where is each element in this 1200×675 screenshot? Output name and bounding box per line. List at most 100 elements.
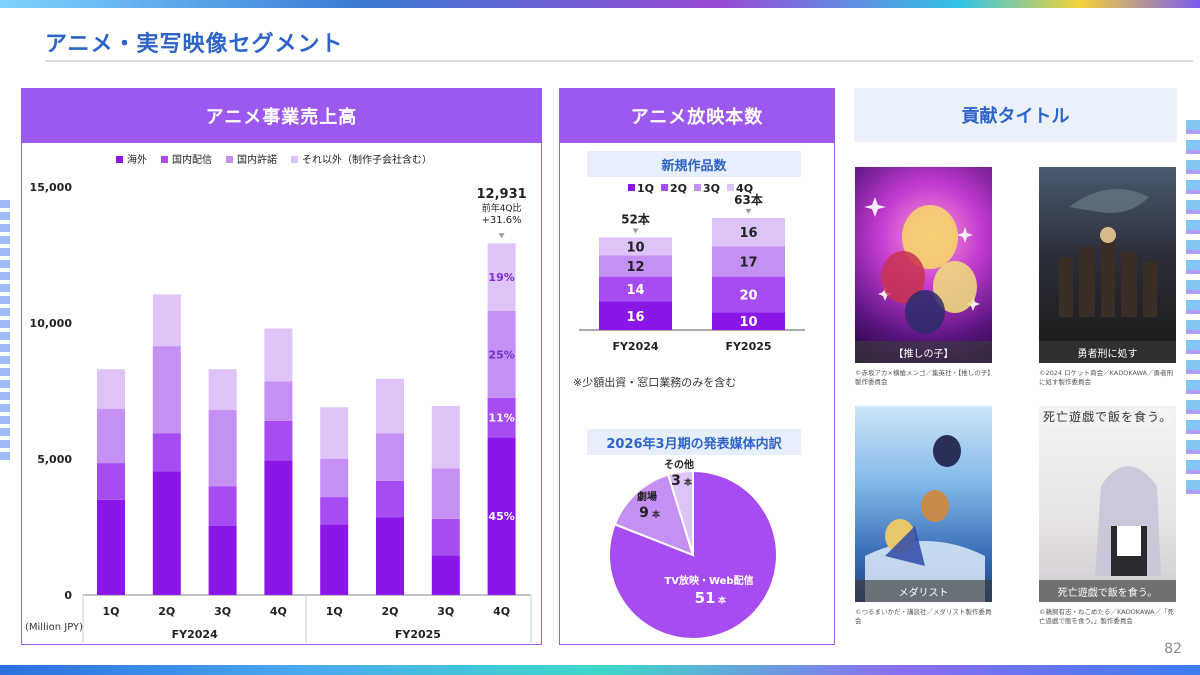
bar-value-label: 12 <box>626 260 644 275</box>
bar-segment <box>376 480 404 518</box>
bar-segment <box>712 312 785 330</box>
pie-slice-value: 3 <box>671 473 681 489</box>
total-arrow <box>632 228 639 234</box>
right-decor <box>1186 120 1200 500</box>
y-unit-label: (Million JPY) <box>25 622 83 633</box>
y-tick-label: 0 <box>64 589 72 602</box>
total-label: 52本 <box>621 211 650 226</box>
annotation-arrow <box>498 233 505 239</box>
bar-segment <box>376 433 404 481</box>
sales-panel-title: アニメ事業売上高 <box>22 89 541 143</box>
page-number: 82 <box>1164 641 1182 657</box>
legend-swatch <box>226 156 233 163</box>
bar-value-label: 16 <box>739 226 757 241</box>
page-title: アニメ・実写映像セグメント <box>45 32 344 57</box>
x-tick-label: 3Q <box>437 605 454 618</box>
bar-segment <box>152 346 181 434</box>
pie-slice <box>608 469 778 640</box>
credit-oshi: ©赤坂アカ×横槍メンゴ／集英社・【推しの子】製作委員会 <box>855 369 991 386</box>
bar-segment <box>97 499 125 595</box>
sales-chart: 海外 国内配信 国内許諾 それ以外（制作子会社含む） 15,000 10,000 5,000… <box>25 153 532 642</box>
legend-label: 国内許諾 <box>237 153 277 166</box>
bar-segment <box>487 397 516 438</box>
legend-label: それ以外（制作子会社含む） <box>302 153 432 166</box>
new-works-chart: 1Q 2Q 3Q 4Q 16 14 12 10 52本 FY2024 10 20 17 16 63本 FY20… <box>579 182 805 353</box>
y-tick-label: 10,000 <box>30 317 73 330</box>
poster-yusha-art <box>1059 189 1157 317</box>
legend-swatch <box>661 184 669 191</box>
bar-value-label: 20 <box>739 288 757 303</box>
bar-segment <box>431 555 460 595</box>
share-label: 45% <box>488 510 514 523</box>
bar-segment <box>376 517 404 595</box>
bar-value-label: 10 <box>739 315 757 330</box>
top-decor-strip <box>0 0 1200 8</box>
bar-segment <box>599 237 672 256</box>
legend-label: 4Q <box>736 182 753 195</box>
x-tick-label: FY2025 <box>725 340 771 353</box>
x-tick-label: 1Q <box>326 605 343 618</box>
bar-segment <box>208 369 237 411</box>
pie-slice-unit: 本 <box>717 595 726 605</box>
bar-segment <box>208 486 237 526</box>
legend-swatch <box>694 184 702 191</box>
bar-segment <box>264 381 293 421</box>
poster-caption-yusha: 勇者刑に処す <box>1039 341 1176 363</box>
bar-segment <box>264 328 293 382</box>
legend-swatch <box>727 184 735 191</box>
poster-caption-oshi: 【推しの子】 <box>855 341 992 363</box>
bar-segment <box>712 246 785 277</box>
credit-yusha: ©2024 ロケット商会／KADOKAWA／勇者刑に処す製作委員会 <box>1039 369 1174 386</box>
bar-segment <box>599 301 672 330</box>
bar-segment <box>152 471 181 595</box>
x-tick-label: 2Q <box>158 605 175 618</box>
x-tick-label: 2Q <box>381 605 398 618</box>
x-tick-label: 1Q <box>102 605 119 618</box>
left-decor <box>0 200 10 460</box>
count-panel-title: アニメ放映本数 <box>560 89 834 143</box>
pie-slice-label: 劇場 <box>637 490 657 503</box>
legend-label: 海外 <box>127 153 147 166</box>
bar-value-label: 17 <box>739 255 757 270</box>
bar-segment <box>320 497 349 525</box>
share-label: 25% <box>488 348 514 361</box>
legend-swatch <box>628 184 635 191</box>
poster-caption-shibou: 死亡遊戯で飯を食う。 <box>1039 580 1176 602</box>
share-label: 19% <box>488 271 514 284</box>
bar-segment <box>320 524 349 595</box>
bar-segment <box>431 468 460 519</box>
bar-segment <box>152 294 181 347</box>
bar-segment <box>487 310 516 398</box>
bar-segment <box>97 369 125 409</box>
poster-shibou-yuugi: 死亡遊戯で飯を食う。 死亡遊戯で飯を食う。 <box>1039 406 1176 602</box>
poster-oshi-art <box>864 197 980 334</box>
bar-segment <box>97 408 125 464</box>
x-tick-label: 4Q <box>493 605 510 618</box>
x-tick-label: 4Q <box>270 605 287 618</box>
bar-segment <box>599 276 672 302</box>
poster-caption-medalist: メダリスト <box>855 580 992 602</box>
pie-slice-value: 51 <box>695 589 716 607</box>
bar-segment <box>376 378 404 434</box>
credit-medalist: ©つるまいかだ・講談社／メダリスト製作委員会 <box>855 608 992 625</box>
pie-slice-label: TV放映・Web配信 <box>664 574 753 587</box>
credit-shibou: ©鵜飼有志・ねこめたる／KADOKAWA／「死亡遊戯で飯を食う。」製作委員会 <box>1039 608 1174 625</box>
bar-segment <box>487 243 516 311</box>
total-arrow <box>745 208 752 214</box>
bar-segment <box>97 463 125 500</box>
pie-slice-label: その他 <box>664 458 694 471</box>
total-label: 12,931 <box>477 187 527 202</box>
total-label: 63本 <box>734 192 763 207</box>
pie-slice <box>666 469 694 556</box>
bar-segment <box>264 460 293 595</box>
poster-yusha-kei: 勇者刑に処す <box>1039 167 1176 363</box>
legend-swatch <box>161 156 168 163</box>
pie-slice-unit: 本 <box>683 477 692 487</box>
pie-slice-unit: 本 <box>651 509 660 519</box>
legend-label: 2Q <box>670 182 687 195</box>
y-tick-label: 5,000 <box>37 453 72 466</box>
x-group-label: FY2025 <box>395 628 441 641</box>
legend-label: 3Q <box>703 182 720 195</box>
bar-value-label: 10 <box>626 240 644 255</box>
